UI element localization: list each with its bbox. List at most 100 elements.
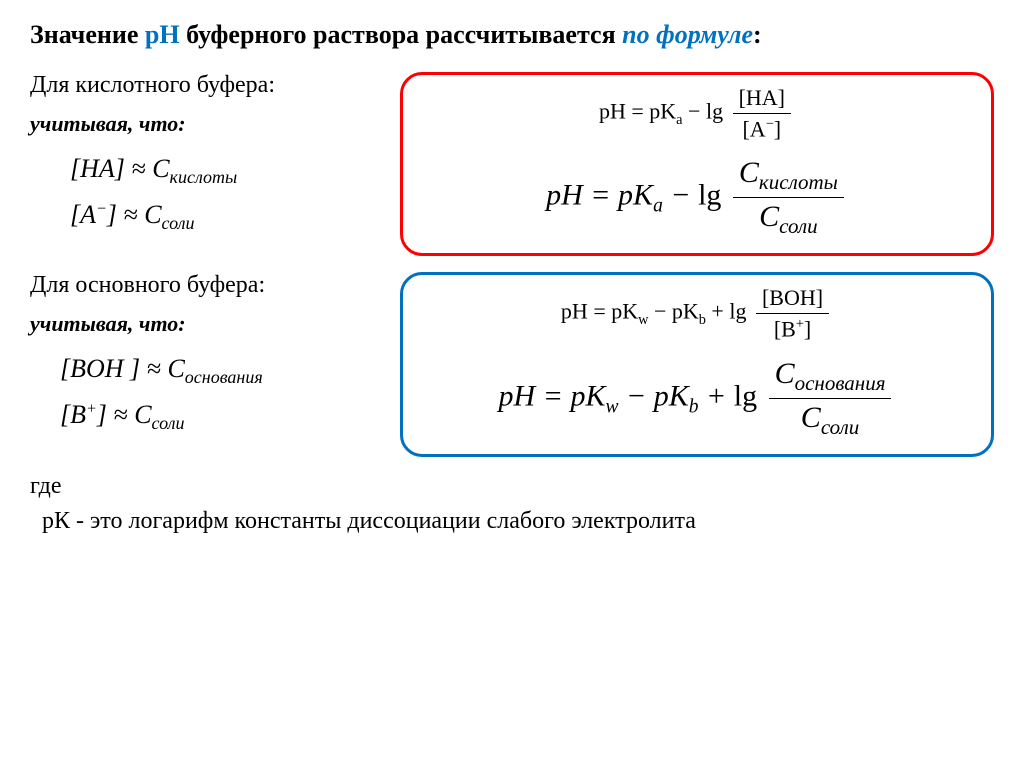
acidic-section: Для кислотного буфера: учитывая, что: [H…	[30, 72, 994, 262]
approx2-lhs-open: [B	[60, 400, 86, 429]
frac-den-super: −	[766, 116, 774, 132]
basic-left: Для основного буфера: учитывая, что: [BO…	[30, 272, 400, 439]
eq-sign: =	[543, 379, 571, 412]
approx2-lhs-close: ]	[97, 400, 107, 429]
eq-lg: lg	[729, 299, 746, 324]
frac-den-sub: соли	[821, 415, 859, 439]
frac-den-c: C	[759, 200, 779, 233]
title-part1: Значение	[30, 20, 145, 49]
frac-num-sub: кислоты	[759, 170, 838, 194]
basic-eq-small: pH = pKw − pKb + lg [BOH] [B+]	[423, 285, 971, 342]
approx1-lhs: [HA]	[70, 154, 125, 183]
frac-num: [HA]	[733, 85, 791, 114]
approx2-lhs-close: ]	[107, 200, 117, 229]
approx1-rhs: C	[152, 154, 169, 183]
acidic-left: Для кислотного буфера: учитывая, что: [H…	[30, 72, 400, 239]
basic-approx-group: [BOH ] ≈ Cоснования [B+] ≈ Cсоли	[60, 347, 400, 439]
eq-minus: −	[626, 379, 654, 412]
eq-lg: lg	[698, 179, 729, 212]
approx2-lhs-open: [A	[70, 200, 96, 229]
frac-den-sub: соли	[779, 214, 817, 238]
eq-pkw-sub: w	[605, 396, 618, 417]
basic-formula-box: pH = pKw − pKb + lg [BOH] [B+] pH = pKw …	[400, 272, 994, 456]
basic-approx-1: [BOH ] ≈ Cоснования	[60, 347, 400, 393]
basic-section: Для основного буфера: учитывая, что: [BO…	[30, 272, 994, 462]
acidic-eq-small: pH = pKa − lg [HA] [A−]	[423, 85, 971, 142]
eq-sign: =	[590, 179, 618, 212]
eq-pk: pK	[649, 99, 676, 124]
eq-lhs: pH	[546, 179, 583, 212]
frac-den: Cсоли	[733, 198, 844, 239]
acidic-right: pH = pKa − lg [HA] [A−] pH = pKa − lg Cк…	[400, 72, 994, 262]
approx1-sub: кислоты	[170, 167, 238, 187]
basic-eq-large: pH = pKw − pKb + lg Cоснования Cсоли	[423, 357, 971, 440]
approx2-super: +	[86, 400, 97, 417]
eq-pkb: pK	[672, 299, 699, 324]
eq-pk-sub: a	[653, 196, 663, 217]
footer-definition: рК - это логарифм константы диссоциации …	[30, 508, 994, 535]
eq-plus: +	[711, 299, 723, 324]
eq-minus: −	[670, 179, 698, 212]
frac-den-open: [B	[774, 317, 796, 342]
eq-frac: [BOH] [B+]	[756, 285, 829, 342]
footer-pk: рК	[42, 508, 70, 534]
approx2-super: −	[96, 200, 107, 217]
eq-lhs: pH	[599, 99, 626, 124]
acidic-formula-box: pH = pKa − lg [HA] [A−] pH = pKa − lg Cк…	[400, 72, 994, 256]
frac-den: [B+]	[756, 314, 829, 342]
frac-den-super: +	[796, 316, 804, 332]
eq-pkw: pK	[570, 379, 605, 412]
frac-num: [BOH]	[756, 285, 829, 314]
approx2-rhs: C	[144, 200, 161, 229]
title-part2: буферного раствора рассчитывается	[180, 20, 623, 49]
eq-lhs: pH	[561, 299, 588, 324]
frac-den-open: [A	[742, 116, 765, 141]
frac-num-sub: основания	[795, 371, 886, 395]
basic-approx-2: [B+] ≈ Cсоли	[60, 393, 400, 439]
title-colon: :	[753, 20, 762, 49]
eq-pkb: pK	[654, 379, 689, 412]
acidic-approx-2: [A−] ≈ Cсоли	[70, 193, 400, 239]
acidic-note: учитывая, что:	[30, 111, 400, 137]
frac-den-c: C	[801, 401, 821, 434]
basic-note: учитывая, что:	[30, 311, 400, 337]
eq-frac: [HA] [A−]	[733, 85, 791, 142]
approx2-sub: соли	[162, 213, 195, 233]
eq-lhs: pH	[499, 379, 536, 412]
frac-num-c: C	[775, 357, 795, 390]
acidic-approx-group: [HA] ≈ Cкислоты [A−] ≈ Cсоли	[70, 147, 400, 239]
approx1-lhs: [BOH ]	[60, 354, 140, 383]
eq-pk-sub: a	[676, 112, 682, 128]
frac-den-close: ]	[804, 317, 811, 342]
frac-num: Cкислоты	[733, 156, 844, 198]
frac-den-close: ]	[774, 116, 781, 141]
basic-heading: Для основного буфера:	[30, 272, 400, 299]
eq-pk: pK	[618, 179, 653, 212]
footer-desc: - это логарифм константы диссоциации сла…	[70, 508, 696, 534]
eq-pkw: pK	[611, 299, 638, 324]
frac-den: Cсоли	[769, 399, 892, 440]
eq-sign: =	[631, 99, 643, 124]
eq-lg: lg	[734, 379, 765, 412]
eq-sign: =	[593, 299, 605, 324]
title-formula-word: по формуле	[622, 20, 753, 49]
eq-frac: Cоснования Cсоли	[769, 357, 892, 440]
eq-pkb-sub: b	[689, 396, 699, 417]
approx2-rhs: C	[134, 400, 151, 429]
eq-pkb-sub: b	[699, 312, 706, 328]
eq-lg: lg	[706, 99, 723, 124]
eq-pkw-sub: w	[638, 312, 648, 328]
frac-num-c: C	[739, 156, 759, 189]
frac-num: Cоснования	[769, 357, 892, 399]
footer-where: где	[30, 473, 994, 500]
basic-right: pH = pKw − pKb + lg [BOH] [B+] pH = pKw …	[400, 272, 994, 462]
acidic-approx-1: [HA] ≈ Cкислоты	[70, 147, 400, 193]
eq-minus: −	[688, 99, 700, 124]
eq-minus: −	[654, 299, 666, 324]
page-title: Значение рН буферного раствора рассчитыв…	[30, 20, 994, 50]
approx1-rhs: C	[167, 354, 184, 383]
title-ph: рН	[145, 20, 180, 49]
acidic-eq-large: pH = pKa − lg Cкислоты Cсоли	[423, 156, 971, 239]
eq-frac: Cкислоты Cсоли	[733, 156, 844, 239]
approx1-sub: основания	[185, 368, 263, 388]
